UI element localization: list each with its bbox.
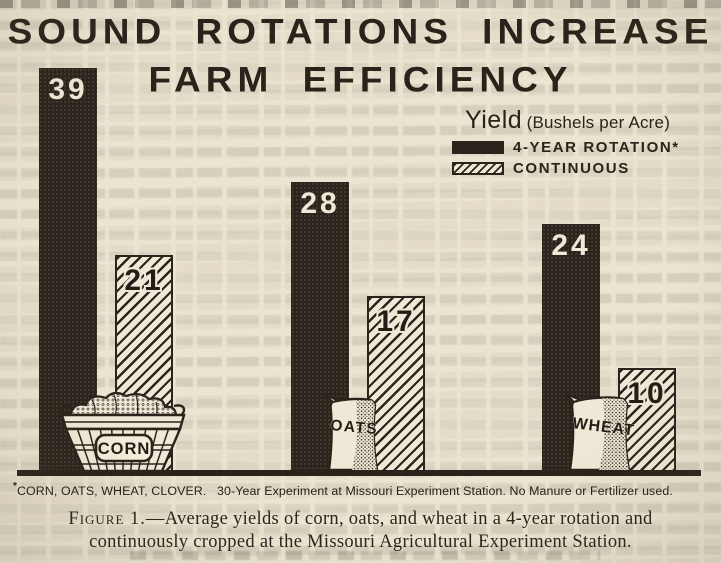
bar-value-label: 39: [48, 73, 88, 106]
legend-entry-continuous: CONTINUOUS: [452, 160, 680, 177]
solid-swatch-icon: [452, 141, 504, 154]
legend-entry-rotation-label: 4-YEAR ROTATION*: [513, 139, 680, 156]
corn-basket-icon: CORN: [60, 391, 186, 473]
bar-value-label: 28: [300, 187, 340, 220]
bar-oats-continuous: 17: [367, 296, 425, 472]
figure-caption-line2: continuously cropped at the Missouri Agr…: [89, 532, 632, 552]
legend-title-units: (Bushels per Acre): [526, 113, 671, 132]
oats-sack-label: OATS: [330, 417, 379, 438]
legend: Yield (Bushels per Acre) 4-YEAR ROTATION…: [452, 106, 680, 177]
page-edge-ink-fragments: [0, 0, 721, 8]
chart-title-line2: FARM EFFICIENCY: [148, 59, 573, 100]
hatch-swatch-icon: [452, 162, 504, 175]
figure-caption: Figure 1.—Average yields of corn, oats, …: [19, 508, 703, 554]
baseline-rule: [17, 470, 701, 476]
bar-value-label: 10: [627, 377, 667, 410]
bar-value-label: 24: [551, 229, 591, 262]
legend-title-word: Yield: [465, 106, 523, 134]
footnote: *CORN, OATS, WHEAT, CLOVER. 30-Year Expe…: [13, 481, 673, 498]
figure-caption-label: Figure 1.: [68, 509, 146, 529]
legend-entry-continuous-label: CONTINUOUS: [513, 160, 630, 177]
figure-caption-line1: —Average yields of corn, oats, and wheat…: [145, 509, 653, 529]
legend-entry-rotation: 4-YEAR ROTATION*: [452, 139, 680, 156]
footnote-asterisk: *: [13, 481, 17, 492]
footnote-text: CORN, OATS, WHEAT, CLOVER. 30-Year Exper…: [17, 484, 673, 498]
chart-title-line1: SOUND ROTATIONS INCREASE: [7, 11, 714, 52]
oats-sack-icon: OATS: [324, 394, 379, 472]
bleedthrough-line: [130, 551, 600, 560]
chart-title: SOUND ROTATIONS INCREASE FARM EFFICIENCY: [0, 8, 721, 104]
wheat-sack-icon: WHEAT: [565, 393, 636, 472]
bar-oats-rotation: 28: [291, 182, 349, 472]
bar-value-label: 17: [376, 305, 416, 338]
bar-value-label: 21: [124, 264, 164, 297]
corn-basket-label: CORN: [98, 440, 151, 458]
bar-wheat-continuous: 10: [618, 368, 676, 472]
legend-title: Yield (Bushels per Acre): [452, 106, 680, 135]
